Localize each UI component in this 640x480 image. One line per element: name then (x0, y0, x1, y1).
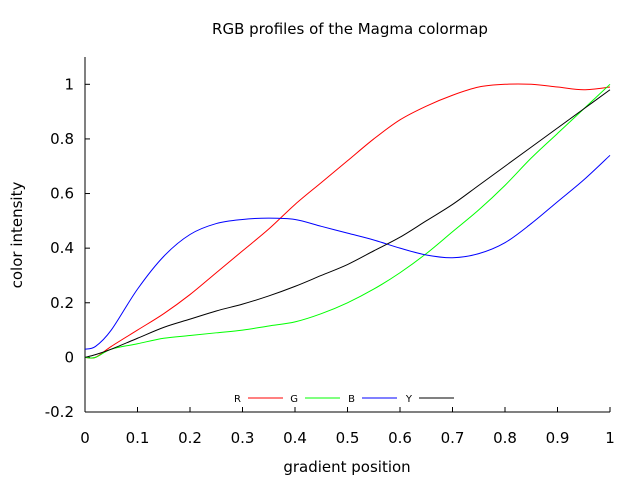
axes: 0 0.1 0.2 0.3 0.4 0.5 0.6 0.7 0.8 0.9 1 -0.2 0 0.2 0.4… (45, 57, 615, 447)
x-tick-label: 1 (605, 429, 615, 447)
y-tick-label: 0.4 (50, 239, 74, 257)
y-tick-label: 0.6 (50, 185, 74, 203)
y-tick-label: 0.2 (50, 294, 74, 312)
y-axis-label: color intensity (8, 182, 26, 289)
x-axis-label: gradient position (283, 458, 410, 476)
x-tick-label: 0.1 (126, 429, 150, 447)
x-tick-label: 0 (80, 429, 90, 447)
legend-label-y: Y (405, 394, 413, 405)
legend-label-r: R (234, 394, 241, 405)
x-tick-label: 0.6 (388, 429, 412, 447)
x-tick-label: 0.9 (546, 429, 570, 447)
y-tick-label: 1 (64, 75, 74, 93)
legend-label-g: G (290, 394, 298, 405)
legend-label-b: B (348, 394, 355, 405)
x-tick-label: 0.2 (178, 429, 202, 447)
x-tick-label: 0.3 (231, 429, 255, 447)
x-tick-label: 0.7 (441, 429, 465, 447)
x-tick-label: 0.5 (336, 429, 360, 447)
series-line-r (84, 83, 611, 359)
y-tick-label: 0 (64, 348, 74, 366)
series-line-g (84, 83, 611, 359)
y-tick-label: -0.2 (45, 403, 74, 421)
x-tick-label: 0.4 (283, 429, 307, 447)
chart-title: RGB profiles of the Magma colormap (212, 20, 488, 38)
x-tick-label: 0.8 (493, 429, 517, 447)
series-group (84, 83, 611, 359)
y-tick-label: 0.8 (50, 130, 74, 148)
series-line-b (84, 154, 611, 350)
series-line-y (84, 89, 611, 358)
